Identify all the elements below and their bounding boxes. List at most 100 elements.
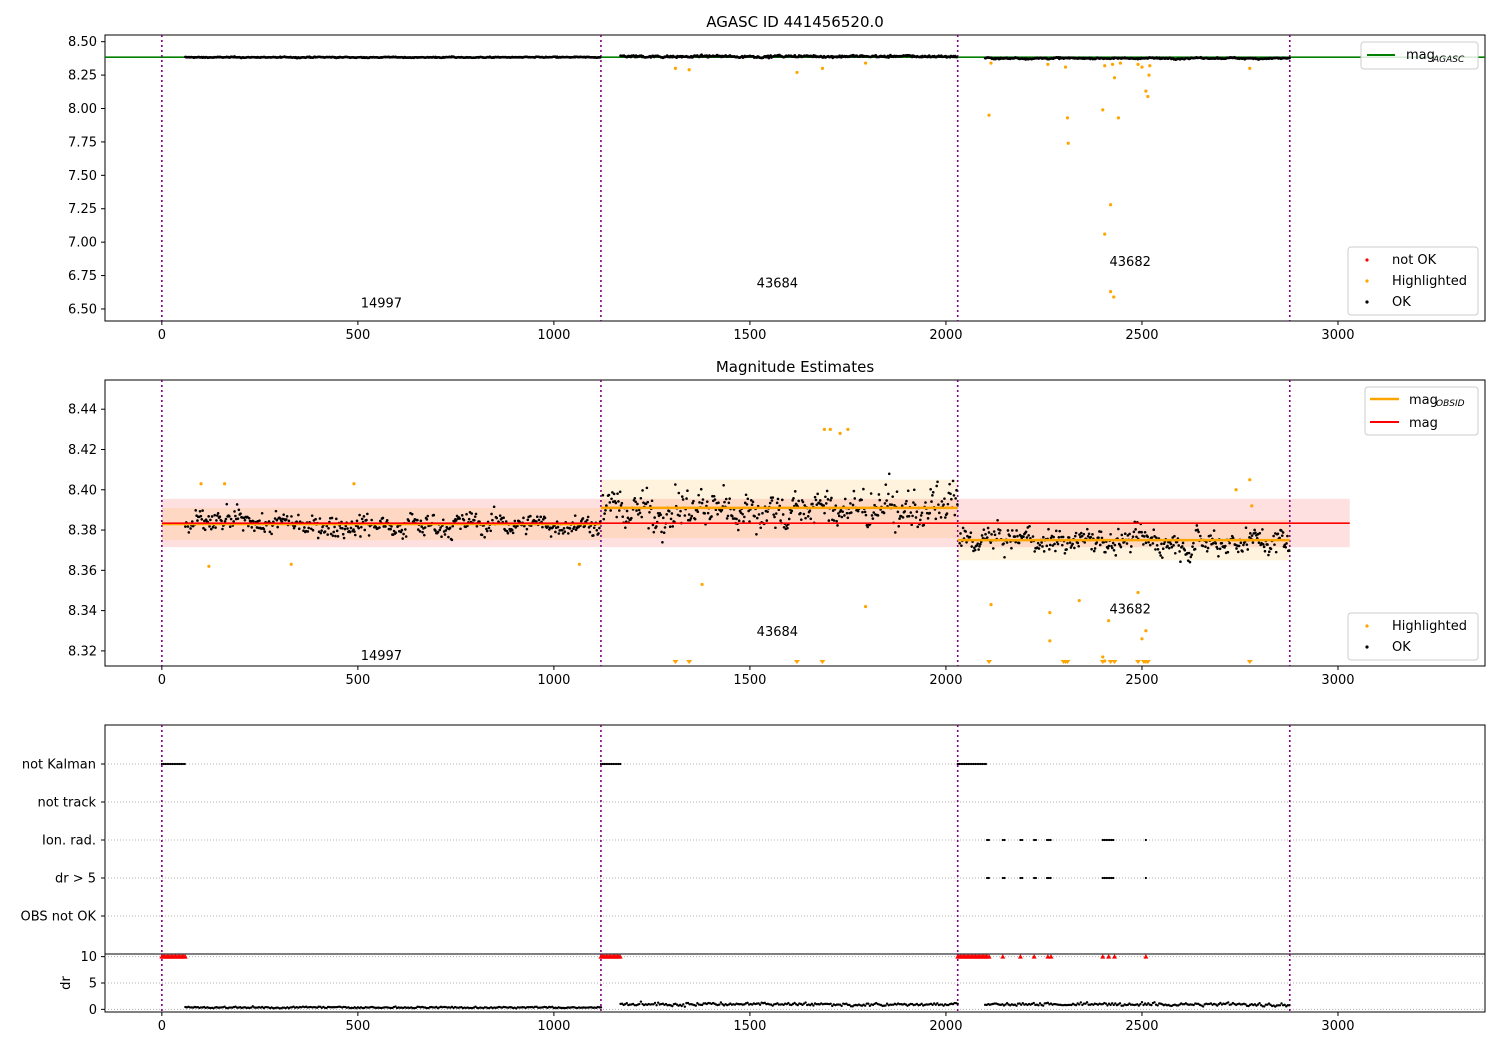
- ok-point: [797, 499, 800, 503]
- ok-point: [965, 540, 968, 544]
- ok-point: [348, 530, 352, 534]
- ok-point: [1150, 536, 1154, 539]
- dr-point: [867, 1002, 870, 1005]
- ok-point: [815, 503, 819, 506]
- ok-point: [323, 530, 327, 533]
- ok-point: [1060, 543, 1064, 547]
- ok-point: [208, 525, 211, 528]
- legend-label: Highlighted: [1392, 274, 1467, 289]
- ok-point: [570, 529, 574, 533]
- ok-point: [953, 513, 957, 517]
- flag-point: [979, 762, 982, 766]
- legend-label: OK: [1392, 640, 1411, 655]
- ok-point: [782, 525, 786, 529]
- ok-point: [425, 518, 429, 521]
- ok-point: [737, 528, 740, 532]
- x-tick-label: 1500: [733, 1019, 766, 1034]
- ok-point: [557, 532, 561, 535]
- ok-point: [856, 509, 860, 513]
- ok-point: [955, 488, 958, 492]
- dr-point: [810, 1002, 814, 1006]
- ok-point: [662, 531, 666, 535]
- ok-point: [498, 514, 502, 517]
- highlighted-point: [1144, 89, 1148, 93]
- ok-point: [639, 496, 643, 500]
- ok-point: [951, 479, 955, 483]
- ok-point: [837, 514, 841, 518]
- ok-point: [215, 519, 218, 522]
- highlighted-point: [1112, 295, 1116, 299]
- ok-point: [1249, 532, 1252, 535]
- ok-point: [793, 490, 797, 493]
- ok-point: [358, 513, 361, 517]
- ok-point: [809, 517, 813, 521]
- ok-point: [370, 518, 373, 522]
- ok-point: [1003, 555, 1006, 559]
- ok-point: [1073, 534, 1077, 538]
- ok-point: [1191, 545, 1194, 548]
- ok-point: [489, 529, 492, 533]
- ok-point: [700, 501, 704, 505]
- ok-point: [1089, 535, 1093, 539]
- ok-point: [617, 509, 621, 512]
- ok-point: [1022, 535, 1025, 539]
- highlighted-point: [1136, 62, 1140, 67]
- agasc-magnitude-panel: AGASC ID 441456520.0 14997 43684 43682 0 50…: [68, 13, 1486, 343]
- ok-point: [725, 517, 729, 520]
- ok-point: [1024, 530, 1028, 534]
- y-axis-ticks: 8.32 8.34 8.36 8.38 8.40 8.42 8.44: [68, 403, 105, 659]
- ok-point: [341, 527, 344, 530]
- highlighted-point: [1110, 62, 1115, 67]
- ok-point: [1205, 549, 1209, 553]
- flag-point: [961, 762, 965, 766]
- panel-1-marks: 14997 43684 43682: [105, 35, 1485, 321]
- ok-point: [233, 510, 236, 513]
- y-tick-label: 8.25: [68, 69, 97, 84]
- ok-point: [644, 502, 648, 506]
- ok-point: [705, 504, 708, 508]
- ok-point: [621, 515, 625, 519]
- ok-point: [1261, 543, 1265, 546]
- ok-point: [636, 513, 640, 516]
- ok-point: [1066, 541, 1069, 545]
- ok-point: [602, 517, 606, 521]
- legend-lower: Highlighted OK: [1347, 612, 1479, 661]
- y-tick-label: 5: [89, 977, 97, 992]
- ok-point: [504, 520, 508, 523]
- ok-point: [495, 516, 499, 520]
- dr-point: [1280, 1002, 1283, 1005]
- ok-point: [1102, 540, 1105, 544]
- flag-point: [965, 762, 968, 766]
- ok-point: [1228, 541, 1231, 545]
- flag-point: [1034, 876, 1038, 880]
- ok-point: [1263, 549, 1267, 553]
- ok-point: [607, 493, 611, 497]
- highlighted-point: [795, 70, 799, 75]
- dr-point: [1192, 1003, 1195, 1007]
- flag-point: [1033, 838, 1036, 842]
- ok-point: [937, 511, 941, 515]
- dr-point: [625, 1002, 629, 1005]
- ok-point: [1074, 531, 1078, 535]
- highlighted-point: [1147, 73, 1151, 77]
- ok-point: [973, 546, 976, 550]
- ok-point: [750, 503, 754, 506]
- ok-point: [982, 528, 986, 531]
- ok-point: [225, 502, 229, 506]
- ok-point: [209, 527, 213, 531]
- dr-point: [1201, 1005, 1205, 1008]
- dr-point: [796, 1003, 799, 1007]
- ok-point: [674, 483, 677, 486]
- ok-point: [511, 531, 515, 535]
- ok-point: [829, 498, 832, 502]
- ok-point: [276, 525, 279, 529]
- ok-point: [619, 504, 623, 507]
- flag-point: [162, 762, 165, 766]
- ok-point: [836, 524, 839, 527]
- ok-point: [1052, 535, 1055, 539]
- ok-point: [1242, 543, 1245, 547]
- flag-point: [956, 762, 959, 766]
- ok-point: [780, 498, 784, 502]
- flag-point: [984, 762, 988, 766]
- highlighted-point: [1103, 232, 1107, 236]
